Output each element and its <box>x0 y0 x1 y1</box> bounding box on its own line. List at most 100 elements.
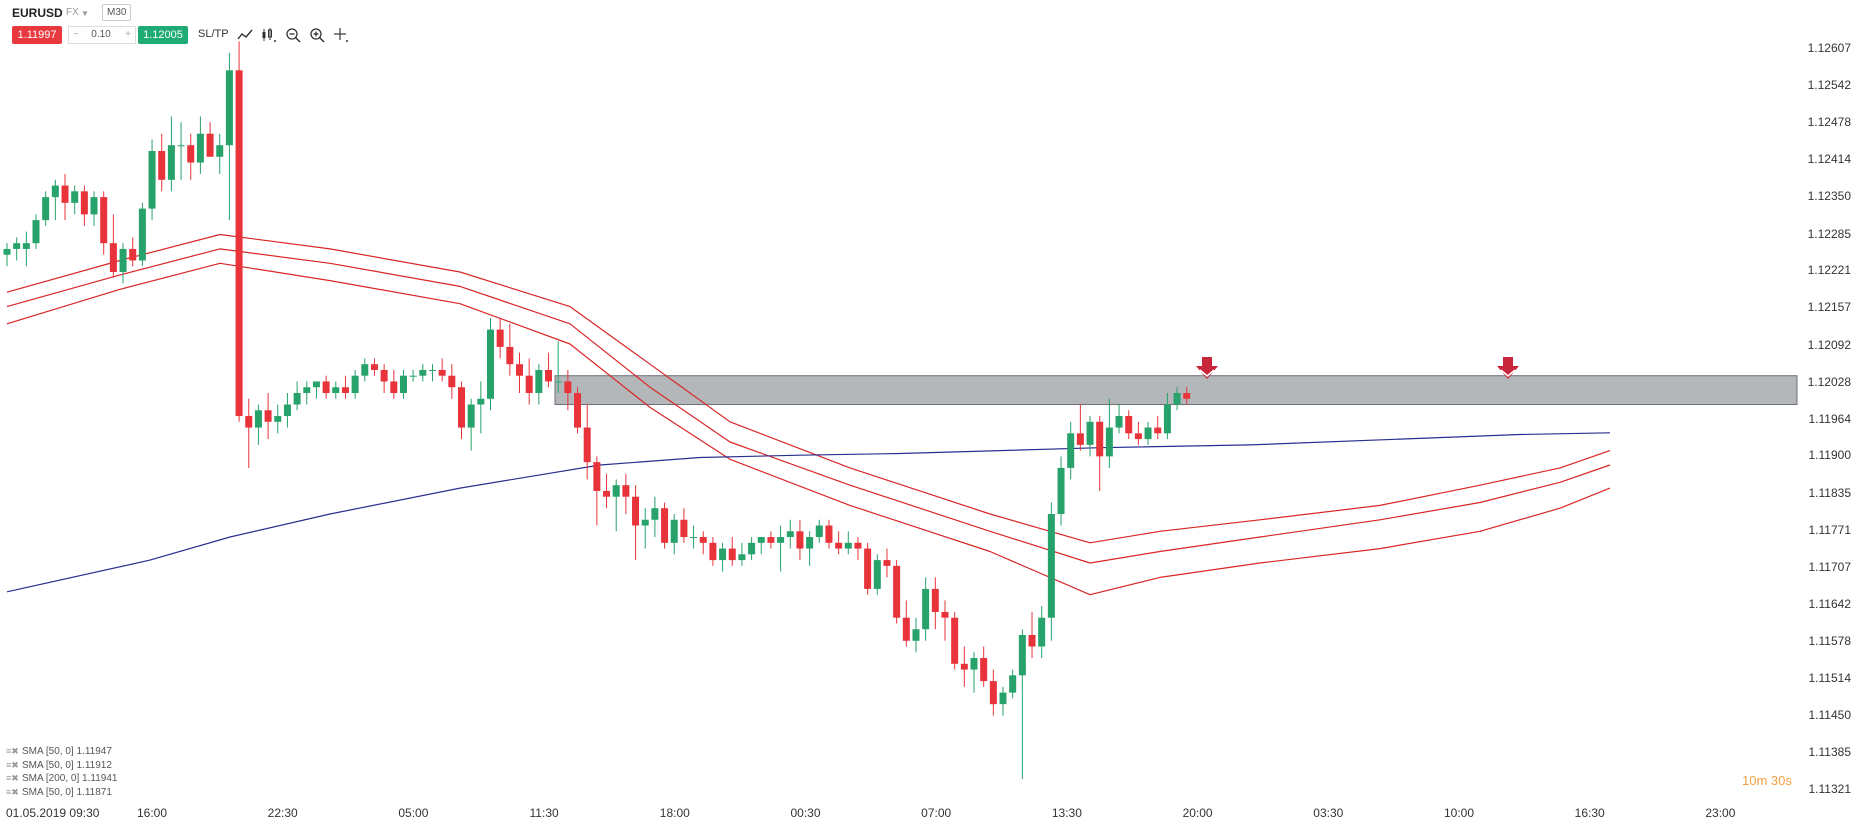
candle <box>970 652 978 693</box>
candle <box>728 537 736 566</box>
candle-body <box>728 548 736 561</box>
candle <box>477 381 485 434</box>
candle-body <box>1183 392 1191 399</box>
indicator-settings-icon[interactable]: ≡✖ <box>6 786 19 797</box>
candle <box>506 323 514 376</box>
candle <box>100 191 108 255</box>
candle-body <box>1125 416 1133 434</box>
candle-body <box>370 364 378 370</box>
indicator-settings-icon[interactable]: ≡✖ <box>6 773 19 783</box>
indicator-settings-icon[interactable]: ≡✖ <box>6 759 19 770</box>
minus-icon[interactable]: − <box>73 29 79 40</box>
candle <box>129 237 137 267</box>
candle <box>854 537 862 561</box>
time-tick-label: 07:00 <box>921 806 952 820</box>
candle <box>32 214 40 249</box>
candle-body <box>864 548 872 589</box>
candle-body <box>13 243 21 249</box>
candle-body <box>216 145 224 157</box>
time-tick-label: 11:30 <box>529 806 559 820</box>
candle <box>245 398 253 468</box>
sell-button[interactable]: 1.11997 <box>12 26 62 44</box>
candle-body <box>1115 416 1123 428</box>
candle <box>632 485 640 561</box>
candle-body <box>960 663 968 670</box>
chevron-down-icon[interactable]: ▼ <box>81 9 89 18</box>
candle <box>264 392 272 440</box>
quantity-stepper[interactable]: − 0.10 + <box>68 26 136 44</box>
candle-body <box>661 508 669 543</box>
candle-body <box>516 364 524 376</box>
candle-body <box>22 243 30 249</box>
candle-body <box>71 191 79 203</box>
candle-body <box>254 410 262 428</box>
candle-body <box>699 537 707 543</box>
legend-item[interactable]: ≡✖ SMA [200, 0] 1.11941 <box>6 773 117 784</box>
candle <box>835 531 843 555</box>
candle <box>670 513 678 555</box>
price-tick-label: 1.11707 <box>1808 559 1852 574</box>
candle <box>225 53 233 221</box>
legend-label: SMA [200, 0] 1.11941 <box>22 773 118 784</box>
legend-item[interactable]: ≡✖ SMA [50, 0] 1.11947 <box>6 746 112 757</box>
candle-body <box>32 220 40 244</box>
line-chart-icon[interactable] <box>236 26 254 44</box>
candle <box>554 341 562 393</box>
candle-body <box>854 542 862 549</box>
zoom-out-icon[interactable] <box>284 26 302 44</box>
quantity-value[interactable]: 0.10 <box>91 29 111 40</box>
timeframe-select[interactable]: M30 <box>102 4 132 21</box>
candle <box>187 133 195 180</box>
candle-body <box>341 387 349 393</box>
legend-label: SMA [50, 0] 1.11947 <box>22 746 112 757</box>
candle <box>796 519 804 561</box>
candle-body <box>767 537 775 543</box>
candle <box>148 139 156 221</box>
candle <box>1134 421 1142 445</box>
price-tick-label: 1.11900 <box>1808 448 1852 463</box>
candle-body <box>1067 433 1075 468</box>
candle-body <box>893 565 901 618</box>
time-tick-label: 16:30 <box>1574 806 1605 820</box>
candle <box>61 174 69 221</box>
candle <box>254 404 262 445</box>
candle <box>748 537 756 561</box>
candle <box>864 542 872 595</box>
price-tick-label: 1.12028 <box>1807 374 1851 389</box>
candle-body <box>1144 427 1152 440</box>
sma-200-line <box>6 432 1611 593</box>
candle <box>1076 404 1084 451</box>
candle <box>1105 398 1113 468</box>
candles-icon[interactable] <box>260 26 278 44</box>
candle-body <box>506 346 514 365</box>
candle-body <box>225 70 233 146</box>
crosshair-icon[interactable] <box>332 26 350 44</box>
candle-body <box>177 145 185 147</box>
candle-body <box>351 375 359 393</box>
candle <box>806 531 814 566</box>
plus-icon[interactable]: + <box>125 29 131 40</box>
signal-arrows <box>1196 357 1519 379</box>
candle <box>390 369 398 399</box>
time-tick-label: 20:00 <box>1182 806 1213 820</box>
candle-body <box>1154 427 1162 434</box>
indicator-settings-icon[interactable]: ≡✖ <box>6 746 19 756</box>
legend-item[interactable]: ≡✖ SMA [50, 0] 1.11912 <box>6 760 112 771</box>
candle-body <box>293 392 301 405</box>
symbol-label[interactable]: EURUSD <box>12 6 63 20</box>
market-label: FX <box>66 7 79 18</box>
candle <box>332 381 340 399</box>
time-tick-label: 00:30 <box>790 806 821 820</box>
candle <box>999 686 1007 716</box>
time-tick-label: 10:00 <box>1443 806 1475 820</box>
buy-button[interactable]: 1.12005 <box>138 26 188 44</box>
candle-body <box>332 387 340 393</box>
price-tick-label: 1.11514 <box>1808 670 1852 685</box>
candle-body <box>554 381 562 383</box>
candle <box>612 479 620 532</box>
candle <box>351 369 359 399</box>
zoom-in-icon[interactable] <box>308 26 326 44</box>
legend-item[interactable]: ≡✖ SMA [50, 0] 1.11871 <box>6 787 112 798</box>
sltp-button[interactable]: SL/TP <box>198 28 229 40</box>
